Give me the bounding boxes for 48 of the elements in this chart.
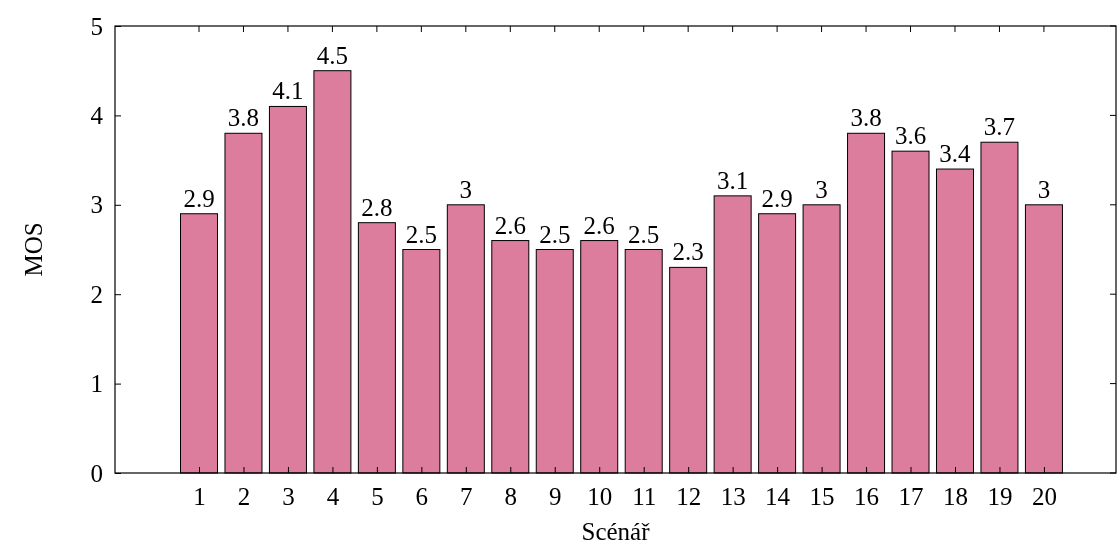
x-tick-label: 20 [1031, 482, 1057, 510]
x-tick-label: 4 [326, 482, 340, 510]
x-tick-label: 13 [720, 482, 746, 510]
data-label: 2.6 [494, 211, 526, 239]
x-tick-label: 6 [415, 482, 429, 510]
x-tick-label: 15 [809, 482, 835, 510]
x-tick-label: 7 [460, 482, 473, 510]
data-label: 3 [1037, 175, 1051, 203]
x-tick-label: 2 [237, 482, 251, 510]
data-label: 2.8 [361, 193, 393, 221]
x-tick-label: 5 [371, 482, 384, 510]
data-label: 3.7 [983, 113, 1016, 141]
data-label: 4.1 [272, 77, 304, 105]
y-axis-title: MOS [20, 222, 47, 277]
data-label: 4.5 [316, 41, 349, 69]
data-label: 2.5 [628, 220, 660, 248]
y-tick-label: 0 [90, 459, 103, 487]
x-tick-label: 8 [504, 482, 518, 510]
x-tick-label: 19 [987, 482, 1013, 510]
x-tick-label: 9 [549, 482, 562, 510]
data-label: 3.6 [894, 122, 927, 150]
x-axis-title: Scénář [581, 518, 651, 545]
data-label: 3.4 [939, 140, 972, 168]
y-tick-label: 4 [90, 101, 104, 129]
x-tick-label: 11 [632, 482, 657, 510]
data-label: 2.5 [405, 220, 437, 248]
data-label: 2.6 [583, 211, 615, 239]
data-label: 2.5 [539, 220, 571, 248]
y-tick-label: 2 [90, 280, 103, 308]
x-tick-label: 17 [898, 482, 924, 510]
data-label: 3 [459, 175, 473, 203]
x-tick-label: 16 [854, 482, 880, 510]
y-tick-label: 1 [90, 370, 103, 398]
data-label: 2.9 [761, 184, 793, 212]
x-tick-label: 10 [587, 482, 613, 510]
data-label: 2.9 [183, 184, 215, 212]
data-label: 2.3 [672, 238, 704, 266]
y-tick-label: 3 [90, 191, 103, 219]
data-label: 3.8 [850, 104, 882, 132]
x-tick-label: 3 [282, 482, 295, 510]
data-label: 3.1 [717, 166, 749, 194]
y-tick-label: 5 [90, 12, 103, 40]
x-tick-label: 14 [765, 482, 791, 510]
x-tick-label: 1 [193, 482, 206, 510]
data-label: 3.8 [227, 104, 260, 132]
x-tick-label: 12 [676, 482, 702, 510]
x-tick-label: 18 [942, 482, 968, 510]
data-label: 3 [815, 175, 828, 203]
